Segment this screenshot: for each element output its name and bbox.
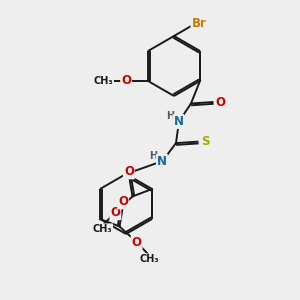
Text: O: O [118,195,128,208]
Text: CH₃: CH₃ [93,224,112,234]
Text: N: N [173,115,183,128]
Text: CH₃: CH₃ [140,254,159,264]
Text: O: O [132,236,142,249]
Text: O: O [121,74,131,88]
Text: O: O [215,95,225,109]
Text: H: H [149,151,158,161]
Text: O: O [110,206,120,219]
Text: S: S [201,135,209,148]
Text: CH₃: CH₃ [94,76,113,86]
Text: N: N [157,154,167,168]
Text: H: H [166,111,174,121]
Text: O: O [124,165,134,178]
Text: Br: Br [191,17,206,31]
